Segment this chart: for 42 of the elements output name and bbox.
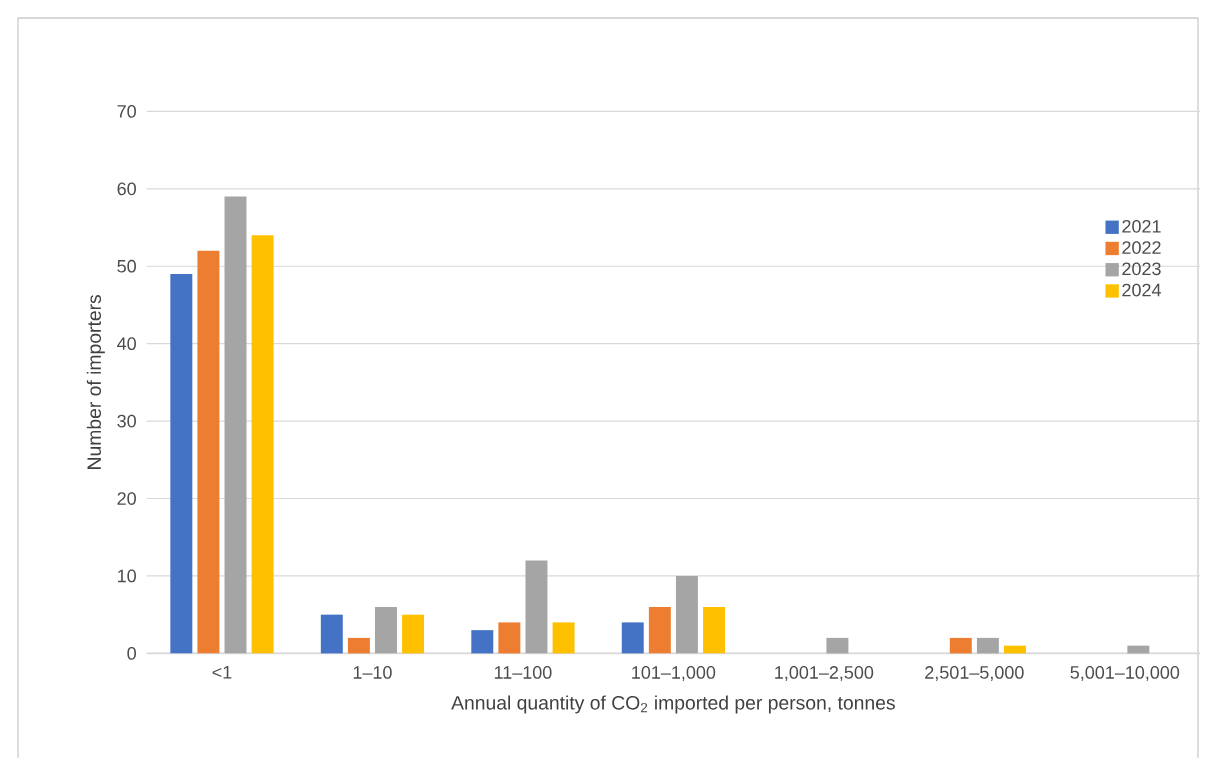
bar	[525, 560, 548, 654]
y-tick-label: 50	[117, 259, 136, 273]
y-axis-title: Number of importers	[86, 294, 105, 469]
y-tick-label: 0	[127, 646, 136, 660]
bar	[621, 622, 644, 654]
bar	[675, 575, 698, 654]
x-tick-label: 1,001–2,500	[775, 665, 874, 681]
x-tick-label: 1–10	[353, 665, 392, 679]
bar	[320, 614, 343, 654]
x-tick-label: 5,001–10,000	[1070, 665, 1180, 681]
y-tick-label: 60	[117, 182, 136, 196]
bar	[552, 622, 575, 654]
bar	[949, 637, 972, 654]
bar	[170, 273, 193, 654]
bar	[471, 629, 494, 654]
bar	[374, 606, 397, 654]
legend-label: 2024	[1122, 283, 1161, 297]
bar	[224, 196, 247, 654]
bar	[347, 637, 370, 654]
bar	[648, 606, 671, 654]
bar	[251, 235, 274, 654]
bar	[826, 637, 849, 654]
legend-label: 2023	[1122, 262, 1161, 276]
bar	[1127, 645, 1150, 654]
x-tick-label: <1	[212, 665, 232, 679]
x-tick-label: 101–1,000	[632, 665, 716, 681]
legend-label: 2022	[1122, 241, 1161, 254]
bar	[402, 614, 425, 654]
y-tick-label: 30	[117, 414, 136, 428]
y-tick-label: 20	[117, 491, 136, 505]
y-tick-label: 10	[118, 569, 136, 583]
bar	[197, 250, 220, 654]
legend-label: 2021	[1122, 219, 1161, 233]
x-axis-title: Annual quantity of CO$_{2}$ imported per person, tonnes	[451, 695, 895, 714]
bar	[976, 637, 999, 654]
y-tick-label: 70	[117, 104, 136, 118]
bar	[703, 606, 725, 654]
y-tick-label: 40	[117, 337, 136, 350]
bar	[1003, 645, 1026, 654]
bar	[498, 622, 521, 654]
x-tick-label: 2,501–5,000	[925, 665, 1024, 681]
x-tick-label: 11–100	[494, 665, 552, 679]
